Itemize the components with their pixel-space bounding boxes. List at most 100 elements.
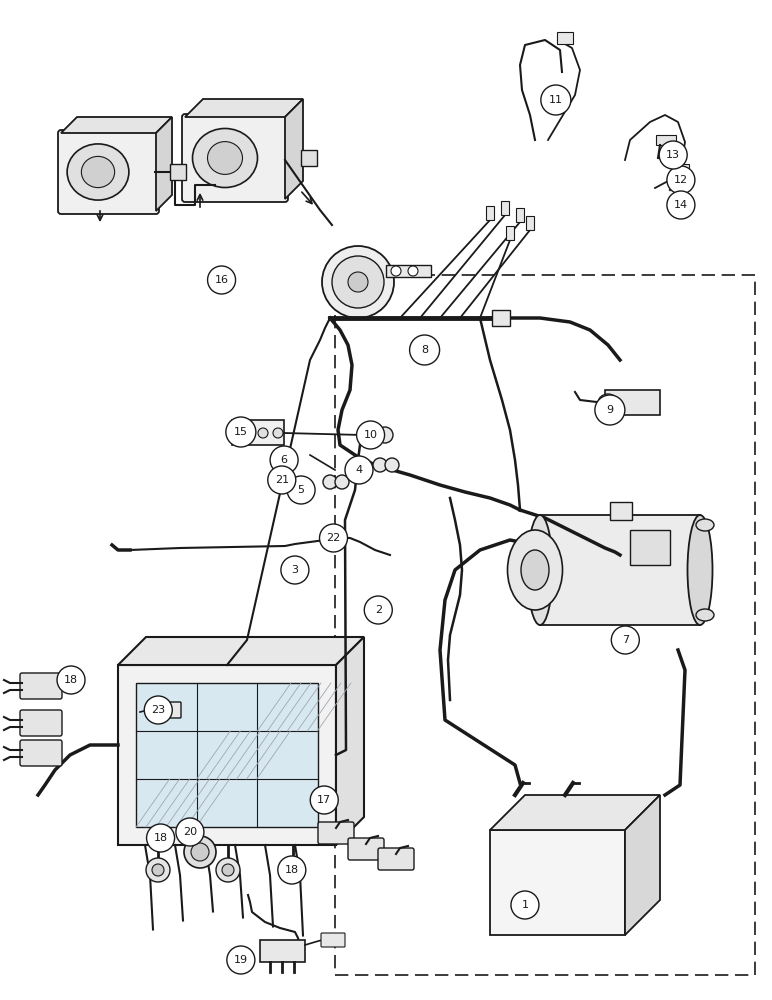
Circle shape bbox=[268, 466, 296, 494]
Text: 18: 18 bbox=[154, 833, 168, 843]
Circle shape bbox=[595, 395, 625, 425]
Circle shape bbox=[144, 696, 172, 724]
Bar bbox=[170, 164, 186, 180]
Circle shape bbox=[667, 166, 695, 194]
Circle shape bbox=[541, 85, 571, 115]
Polygon shape bbox=[156, 117, 172, 211]
Ellipse shape bbox=[696, 519, 714, 531]
Text: 4: 4 bbox=[355, 465, 363, 475]
Ellipse shape bbox=[507, 530, 563, 610]
Circle shape bbox=[281, 556, 309, 584]
Text: 12: 12 bbox=[674, 175, 688, 185]
Circle shape bbox=[270, 446, 298, 474]
Bar bbox=[630, 530, 670, 565]
Bar bbox=[260, 940, 305, 962]
Bar bbox=[656, 135, 676, 145]
Circle shape bbox=[227, 946, 255, 974]
Circle shape bbox=[385, 458, 399, 472]
Circle shape bbox=[281, 858, 305, 882]
FancyBboxPatch shape bbox=[157, 702, 181, 718]
Text: 3: 3 bbox=[291, 565, 299, 575]
Bar bbox=[610, 502, 632, 520]
Circle shape bbox=[323, 475, 337, 489]
Circle shape bbox=[345, 456, 373, 484]
Polygon shape bbox=[490, 795, 660, 830]
Ellipse shape bbox=[208, 142, 242, 174]
Text: 21: 21 bbox=[275, 475, 289, 485]
Circle shape bbox=[335, 475, 349, 489]
Polygon shape bbox=[490, 830, 625, 935]
Circle shape bbox=[176, 818, 204, 846]
Text: 7: 7 bbox=[621, 635, 629, 645]
Ellipse shape bbox=[348, 272, 368, 292]
Circle shape bbox=[147, 824, 174, 852]
Polygon shape bbox=[336, 637, 364, 845]
FancyBboxPatch shape bbox=[378, 848, 414, 870]
Circle shape bbox=[191, 843, 209, 861]
Text: 13: 13 bbox=[666, 150, 680, 160]
Circle shape bbox=[511, 891, 539, 919]
Bar bbox=[506, 226, 514, 240]
Text: 20: 20 bbox=[183, 827, 197, 837]
Text: 6: 6 bbox=[280, 455, 288, 465]
Text: 5: 5 bbox=[297, 485, 305, 495]
Text: 22: 22 bbox=[327, 533, 340, 543]
Bar bbox=[136, 683, 318, 827]
Circle shape bbox=[222, 864, 234, 876]
Circle shape bbox=[377, 427, 393, 443]
Bar bbox=[232, 420, 284, 445]
Ellipse shape bbox=[674, 182, 686, 188]
Circle shape bbox=[226, 417, 256, 447]
Polygon shape bbox=[185, 99, 303, 117]
Ellipse shape bbox=[521, 550, 549, 590]
FancyBboxPatch shape bbox=[20, 673, 62, 699]
Polygon shape bbox=[61, 117, 172, 133]
Circle shape bbox=[287, 476, 315, 504]
Circle shape bbox=[57, 666, 85, 694]
Circle shape bbox=[320, 524, 347, 552]
Bar bbox=[118, 665, 336, 845]
Circle shape bbox=[240, 428, 250, 438]
Bar bbox=[501, 201, 509, 215]
Circle shape bbox=[146, 858, 170, 882]
Text: 19: 19 bbox=[234, 955, 248, 965]
Circle shape bbox=[278, 856, 306, 884]
Bar bbox=[671, 164, 689, 172]
Bar bbox=[492, 310, 510, 326]
Ellipse shape bbox=[688, 515, 713, 625]
Text: 17: 17 bbox=[317, 795, 331, 805]
Circle shape bbox=[152, 864, 164, 876]
Bar bbox=[516, 208, 524, 222]
Ellipse shape bbox=[332, 256, 384, 308]
Text: 15: 15 bbox=[234, 427, 248, 437]
FancyBboxPatch shape bbox=[182, 114, 288, 202]
Polygon shape bbox=[285, 99, 303, 199]
Circle shape bbox=[362, 427, 378, 443]
Ellipse shape bbox=[696, 609, 714, 621]
Circle shape bbox=[273, 428, 283, 438]
FancyBboxPatch shape bbox=[58, 130, 159, 214]
Circle shape bbox=[410, 335, 439, 365]
Bar bbox=[386, 265, 431, 277]
Circle shape bbox=[408, 266, 418, 276]
Circle shape bbox=[364, 596, 392, 624]
Circle shape bbox=[310, 786, 338, 814]
Text: 1: 1 bbox=[521, 900, 529, 910]
Polygon shape bbox=[118, 637, 364, 665]
Circle shape bbox=[373, 458, 387, 472]
Ellipse shape bbox=[322, 246, 394, 318]
Bar bbox=[526, 216, 534, 230]
Bar bbox=[486, 206, 494, 220]
Ellipse shape bbox=[527, 515, 553, 625]
Text: 10: 10 bbox=[364, 430, 378, 440]
Text: 8: 8 bbox=[421, 345, 428, 355]
Circle shape bbox=[258, 428, 268, 438]
Ellipse shape bbox=[598, 394, 618, 412]
Bar bbox=[301, 150, 317, 166]
Text: 2: 2 bbox=[374, 605, 382, 615]
Circle shape bbox=[357, 421, 384, 449]
Circle shape bbox=[391, 266, 401, 276]
Circle shape bbox=[184, 836, 216, 868]
Circle shape bbox=[667, 191, 695, 219]
Text: 14: 14 bbox=[674, 200, 688, 210]
